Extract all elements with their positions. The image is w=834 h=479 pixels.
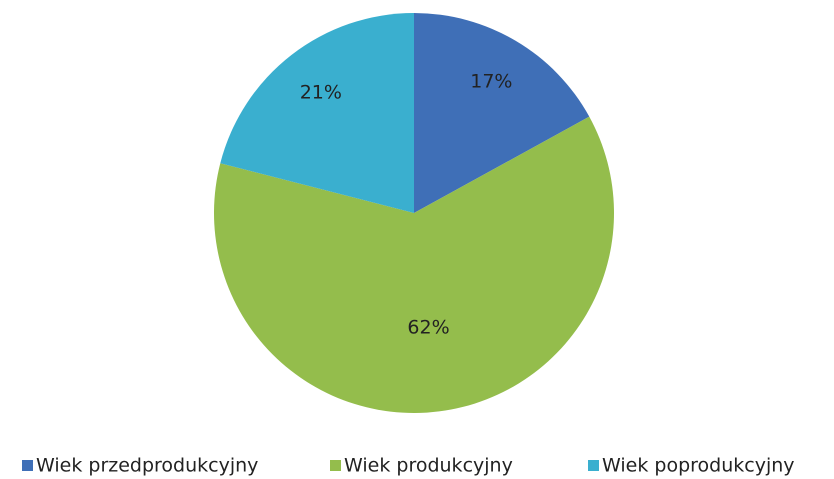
pie-slice bbox=[414, 13, 590, 213]
pie-slice bbox=[220, 13, 414, 213]
legend-swatch bbox=[588, 460, 599, 471]
legend-swatch bbox=[22, 460, 33, 471]
data-label: 21% bbox=[300, 81, 342, 103]
pie-slice bbox=[213, 116, 615, 414]
legend-swatch bbox=[330, 460, 341, 471]
legend-label: Wiek produkcyjny bbox=[344, 455, 513, 477]
legend-label: Wiek poprodukcyjny bbox=[602, 455, 795, 477]
data-label: 62% bbox=[407, 317, 449, 339]
data-label: 17% bbox=[470, 71, 512, 93]
legend-label: Wiek przedprodukcyjny bbox=[36, 455, 258, 477]
